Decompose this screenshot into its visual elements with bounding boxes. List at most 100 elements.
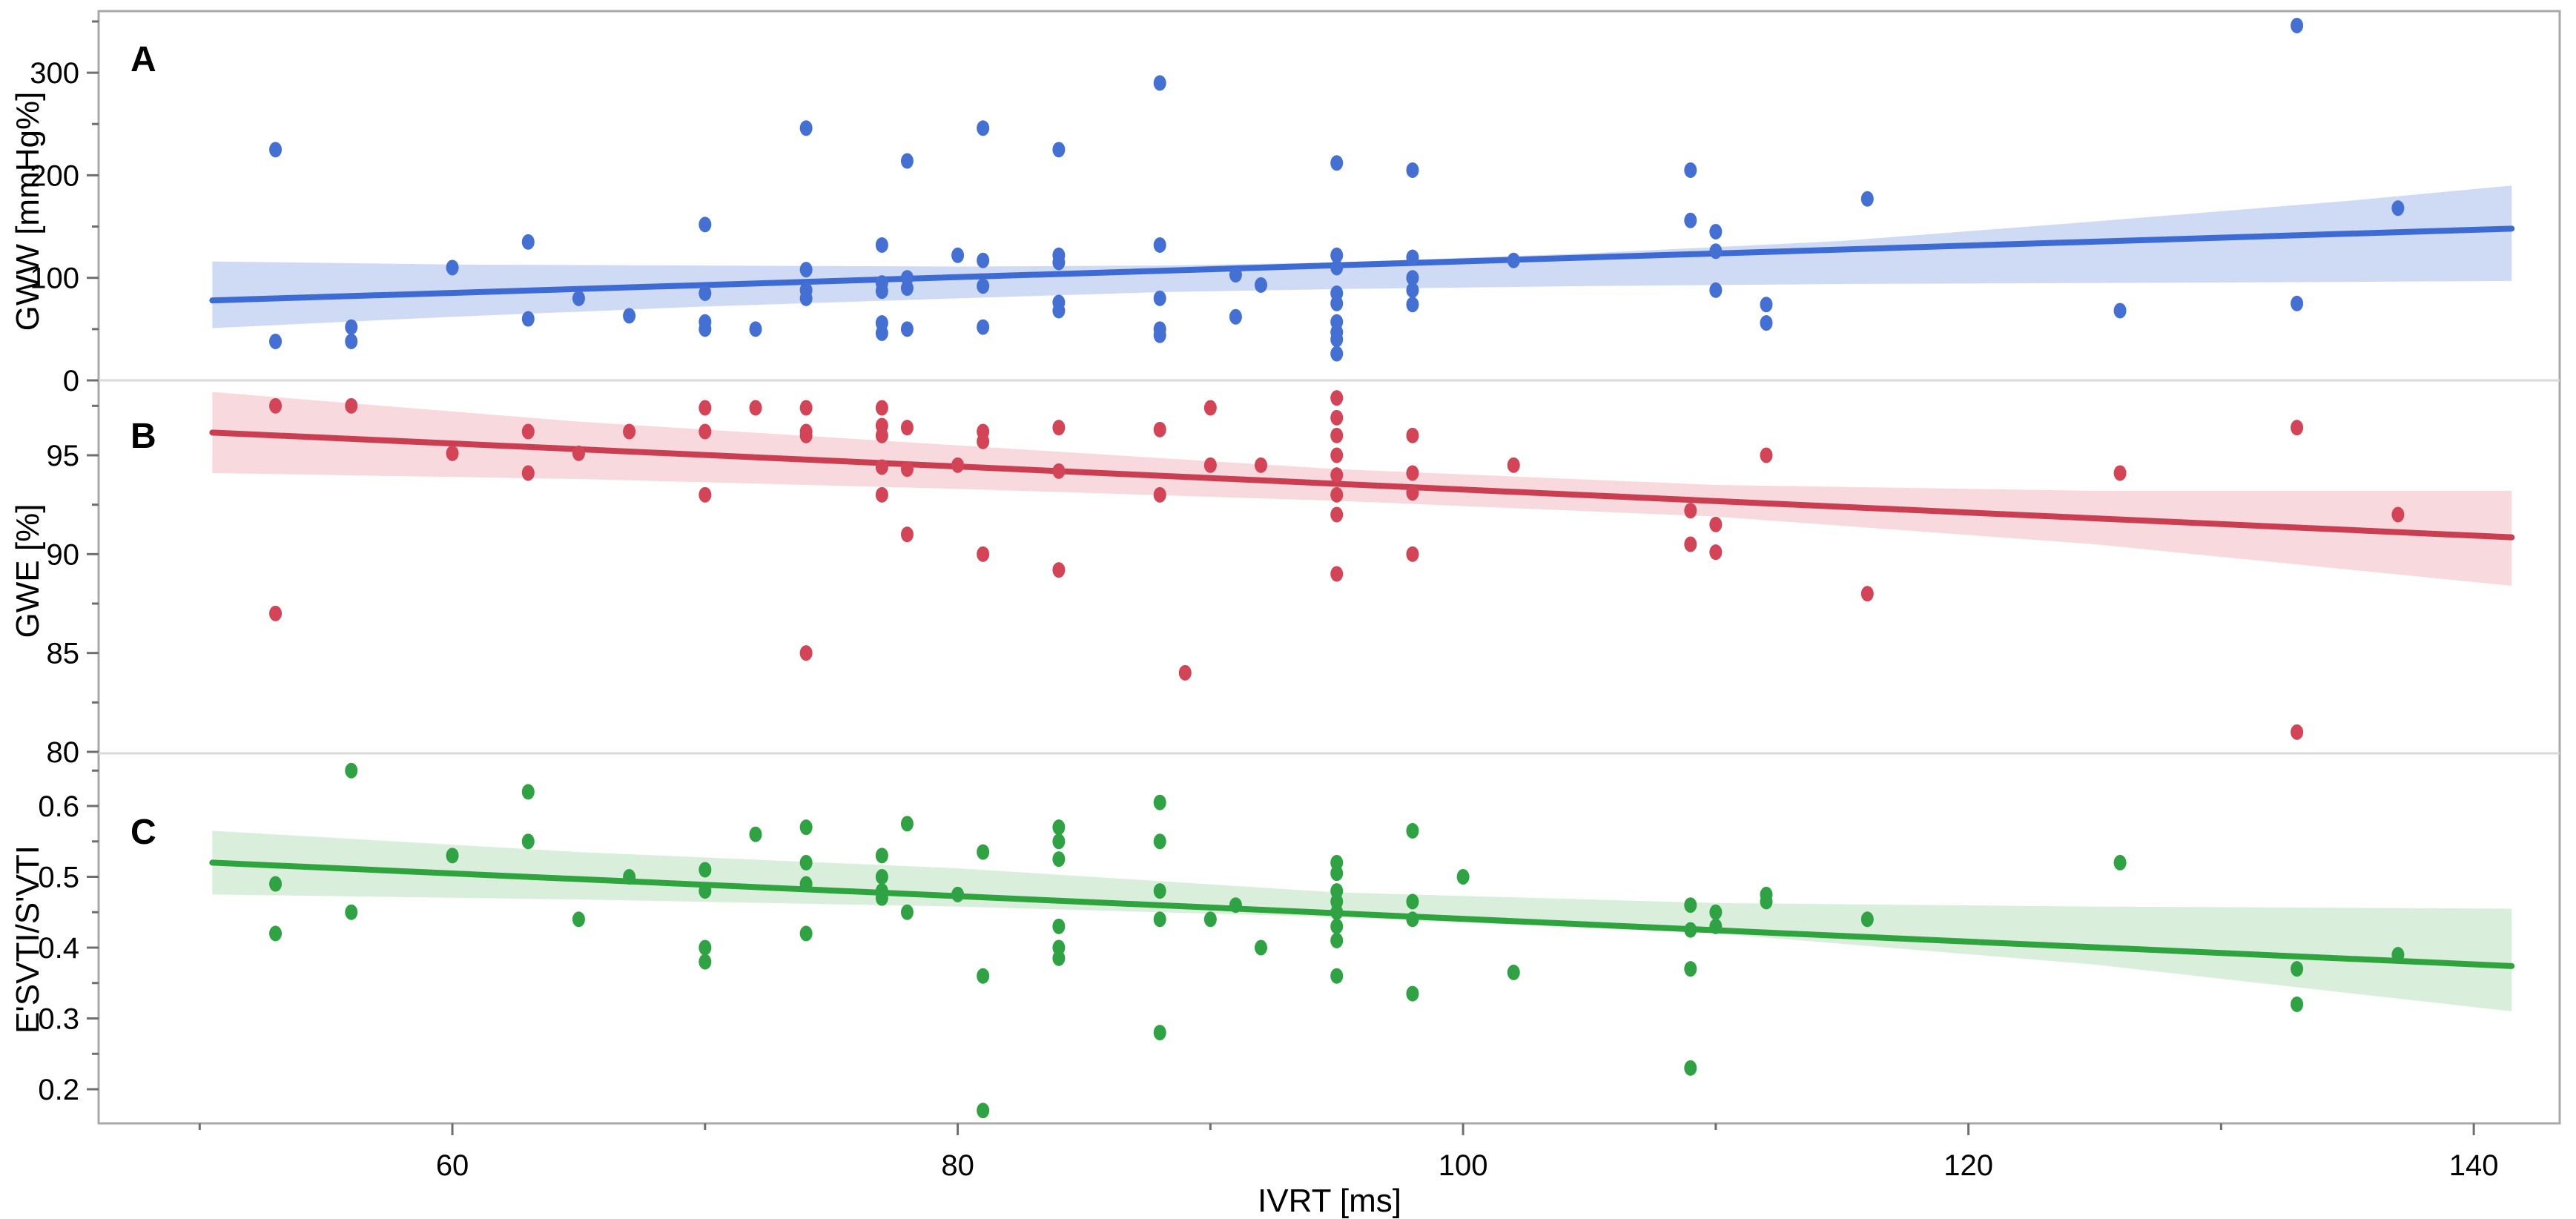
scatter-point-layer (269, 17, 2405, 1119)
scatter-point-b (699, 486, 712, 503)
scatter-point-c (875, 890, 888, 906)
scatter-point-b (875, 486, 888, 503)
scatter-point-c (345, 904, 358, 920)
scatter-point-b (2291, 724, 2304, 740)
scatter-point-b (1406, 427, 1419, 443)
scatter-point-c (1456, 869, 1470, 885)
scatter-point-c (1684, 922, 1697, 938)
scatter-point-c (1684, 1060, 1697, 1076)
scatter-point-c (521, 784, 535, 800)
scatter-point-b (699, 400, 712, 416)
scatter-point-b (1330, 486, 1344, 503)
scatter-point-c (1330, 904, 1344, 920)
scatter-point-a (345, 333, 358, 349)
scatter-point-a (951, 247, 965, 263)
scatter-point-a (1330, 346, 1344, 362)
scatter-point-c (1330, 932, 1344, 948)
x-tick-label: 80 (941, 1149, 974, 1182)
scatter-point-c (799, 925, 813, 942)
scatter-point-c (699, 862, 712, 878)
scatter-point-c (977, 968, 990, 984)
scatter-point-b (1330, 427, 1344, 443)
scatter-point-b (521, 423, 535, 440)
scatter-point-a (1709, 282, 1723, 298)
scatter-point-a (1684, 212, 1697, 228)
scatter-point-c (1860, 911, 1874, 928)
scatter-point-a (1330, 295, 1344, 311)
scatter-point-b (1330, 447, 1344, 463)
y-tick-label: 100 (30, 262, 79, 295)
scatter-point-c (1684, 897, 1697, 914)
scatter-point-c (1229, 897, 1242, 914)
scatter-point-c (1709, 904, 1723, 920)
scatter-point-c (799, 876, 813, 892)
scatter-point-b (900, 461, 914, 478)
y-axis-title-gwe: GWE [%] (10, 504, 46, 638)
scatter-point-a (1229, 267, 1242, 283)
scatter-point-c (1052, 851, 1066, 868)
scatter-point-c (572, 911, 585, 928)
plot-frame (97, 10, 2561, 1125)
scatter-point-a (875, 237, 888, 253)
scatter-point-a (1507, 252, 1520, 268)
y-tick-label: 0.5 (38, 862, 79, 894)
y-tick-label: 0.6 (38, 790, 79, 823)
scatter-point-c (1507, 964, 1520, 980)
scatter-point-a (1709, 243, 1723, 260)
scatter-point-c (900, 904, 914, 920)
scatter-point-b (446, 445, 459, 461)
scatter-point-c (269, 925, 283, 942)
scatter-point-b (1203, 457, 1217, 473)
confidence-band-c (212, 830, 2512, 1011)
scatter-point-b (1760, 447, 1773, 463)
x-tick-label: 120 (1943, 1149, 1993, 1182)
scatter-point-c (1760, 893, 1773, 910)
scatter-point-b (875, 427, 888, 443)
scatter-point-c (1406, 822, 1419, 839)
scatter-point-c (1153, 1025, 1166, 1041)
scatter-point-b (1330, 467, 1344, 483)
y-tick-label: 200 (30, 159, 79, 192)
tick-label-layer: 0 100 200 300 80 85 90 95 0.2 0.3 0.4 0.5 0.6 60 80 100… (30, 57, 2498, 1182)
scatter-point-a (900, 280, 914, 297)
scatter-point-c (1684, 961, 1697, 977)
scatter-point-c (875, 869, 888, 885)
scatter-point-c (977, 1103, 990, 1119)
scatter-point-a (2291, 295, 2304, 311)
scatter-point-a (521, 234, 535, 250)
scatter-point-b (1052, 562, 1066, 578)
scatter-point-c (1153, 883, 1166, 899)
scatter-point-c (623, 869, 636, 885)
x-tick-label: 60 (436, 1149, 469, 1182)
scatter-point-b (977, 433, 990, 449)
confidence-band-b (212, 392, 2512, 587)
scatter-point-a (900, 153, 914, 169)
scatter-point-c (2113, 854, 2127, 871)
scatter-point-c (1709, 918, 1723, 934)
scatter-point-a (977, 252, 990, 268)
scatter-point-b (2291, 420, 2304, 436)
scatter-point-b (900, 420, 914, 436)
scatter-point-a (1330, 155, 1344, 171)
scatter-point-a (1153, 290, 1166, 306)
scatter-point-a (269, 142, 283, 158)
x-axis-title: IVRT [ms] (1258, 1183, 1401, 1219)
regression-line-a (209, 225, 2515, 304)
scatter-point-b (900, 526, 914, 543)
confidence-band-layer (212, 185, 2512, 1011)
y-tick-label: 90 (47, 538, 80, 571)
scatter-point-b (269, 605, 283, 621)
scatter-point-a (446, 260, 459, 276)
scatter-point-c (699, 883, 712, 899)
scatter-point-b (977, 546, 990, 562)
scatter-point-a (875, 325, 888, 341)
scatter-point-c (699, 954, 712, 970)
scatter-point-c (446, 848, 459, 864)
scatter-point-b (951, 457, 965, 473)
scatter-point-b (799, 645, 813, 661)
scatter-point-a (1760, 315, 1773, 331)
scatter-point-c (2291, 961, 2304, 977)
scatter-point-b (875, 400, 888, 416)
scatter-point-a (977, 120, 990, 136)
scatter-point-c (977, 844, 990, 860)
